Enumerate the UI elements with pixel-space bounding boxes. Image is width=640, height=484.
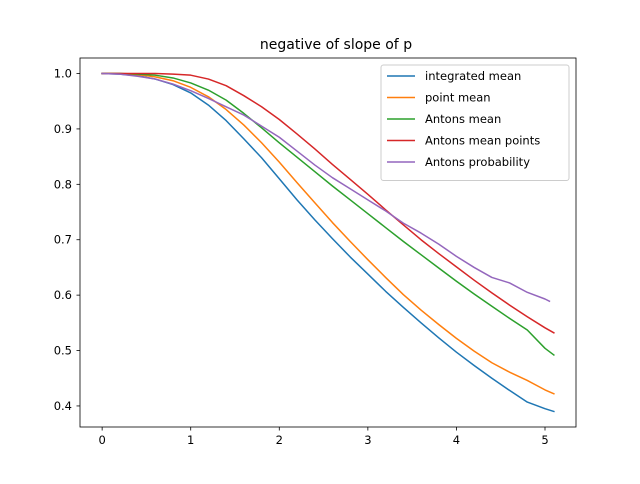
y-tick-label: 0.9 [54, 122, 72, 136]
x-tick-label: 3 [364, 433, 371, 447]
chart-title: negative of slope of p [260, 37, 412, 53]
y-tick-label: 0.7 [54, 233, 72, 247]
x-tick-label: 2 [276, 433, 283, 447]
series-line-5 [101, 72, 551, 303]
plot-frame [79, 57, 577, 428]
legend-label-5: Antons probability [425, 155, 530, 169]
legend: integrated mean point mean Antons mean Anto… [380, 64, 570, 181]
legend-label-4: Antons mean points [425, 134, 540, 148]
y-tick-label: 0.8 [54, 177, 72, 191]
y-tick-label: 0.5 [54, 344, 72, 358]
series-line-1 [101, 72, 555, 413]
x-tick-label: 0 [98, 433, 105, 447]
legend-label-2: point mean [425, 91, 491, 105]
y-tick-label: 0.6 [54, 288, 72, 302]
legend-label-3: Antons mean [425, 112, 501, 126]
series-line-4 [101, 72, 555, 334]
y-tick-label: 1.0 [54, 67, 72, 81]
legend-label-1: integrated mean [425, 69, 521, 83]
y-tick-label: 0.4 [54, 399, 72, 413]
x-tick-label: 4 [453, 433, 460, 447]
legend-box [380, 64, 570, 181]
x-tick-label: 5 [541, 433, 548, 447]
series-line-3 [101, 72, 555, 357]
series-layer [101, 72, 555, 413]
axes-layer: 0 1 2 3 4 5 0.4 0.5 0.6 0.7 0.8 0.9 1.0 [54, 57, 577, 447]
series-line-2 [101, 72, 555, 395]
x-tick-label: 1 [187, 433, 194, 447]
